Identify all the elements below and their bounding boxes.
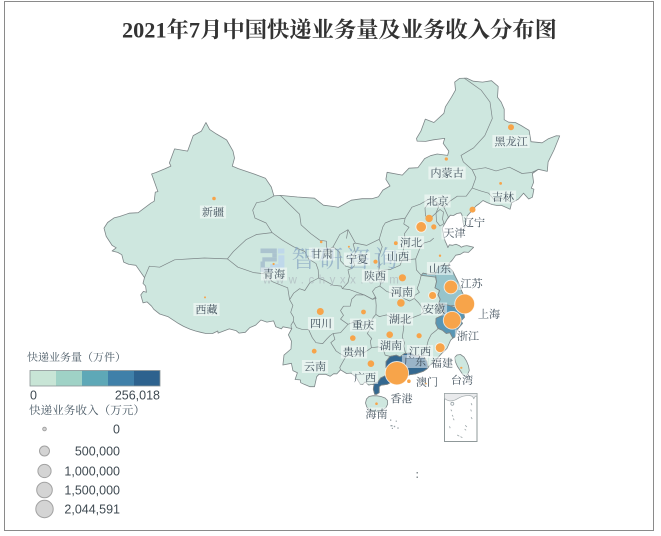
svg-text:1,500,000: 1,500,000 bbox=[64, 483, 120, 497]
svg-text:2,044,591: 2,044,591 bbox=[64, 502, 120, 516]
svg-text:0: 0 bbox=[30, 389, 37, 403]
svg-text:256,018: 256,018 bbox=[115, 389, 160, 403]
svg-text:2021: 2021 bbox=[122, 17, 167, 42]
svg-text:500,000: 500,000 bbox=[75, 444, 120, 458]
svg-text:0: 0 bbox=[113, 422, 120, 436]
svg-text:1,000,000: 1,000,000 bbox=[64, 464, 120, 478]
svg-text:7: 7 bbox=[189, 17, 200, 42]
